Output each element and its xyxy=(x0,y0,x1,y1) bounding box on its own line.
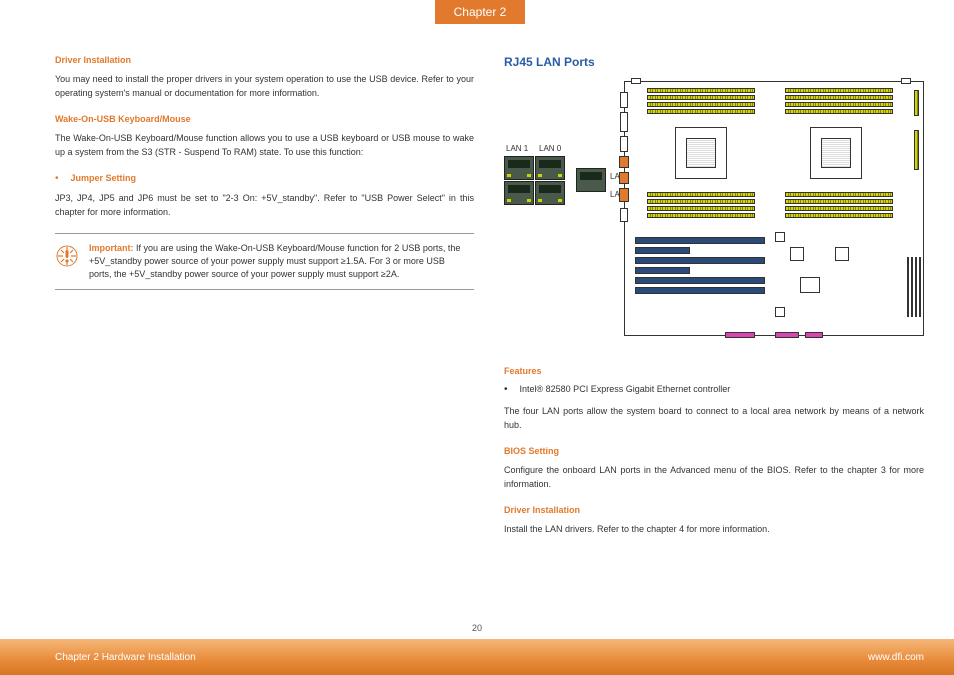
lan-port xyxy=(535,156,565,180)
para-jumper: JP3, JP4, JP5 and JP6 must be set to "2-… xyxy=(55,192,474,219)
bullet-feature: • Intel® 82580 PCI Express Gigabit Ether… xyxy=(504,384,924,395)
lan-label: LAN 1 xyxy=(506,144,528,153)
bullet-jumper-label: Jumper Setting xyxy=(71,173,137,183)
lan-port xyxy=(535,181,565,205)
footer-bar: Chapter 2 Hardware Installation www.dfi.… xyxy=(0,639,954,675)
para-driver-install: You may need to install the proper drive… xyxy=(55,73,474,100)
para-bios: Configure the onboard LAN ports in the A… xyxy=(504,464,924,491)
lan-port xyxy=(504,181,534,205)
page-content: Driver Installation You may need to inst… xyxy=(55,55,924,551)
lan-port xyxy=(504,156,534,180)
cpu-socket xyxy=(675,127,727,179)
heading-driver2: Driver Installation xyxy=(504,505,924,515)
lan-label: LAN 0 xyxy=(539,144,561,153)
motherboard-outline xyxy=(624,81,924,336)
heading-rj45: RJ45 LAN Ports xyxy=(504,55,924,69)
bullet-icon: • xyxy=(504,384,508,395)
bullet-icon: • xyxy=(55,173,59,184)
page-number: 20 xyxy=(0,623,954,633)
chapter-tab: Chapter 2 xyxy=(435,0,525,24)
motherboard-figure: LAN 1 LAN 0 LAN 3 LAN 2 LAN 1 LAN 0 LAN … xyxy=(504,81,924,346)
footer-right: www.dfi.com xyxy=(868,652,924,663)
para-wake-usb: The Wake-On-USB Keyboard/Mouse function … xyxy=(55,132,474,159)
important-text: If you are using the Wake-On-USB Keyboar… xyxy=(89,243,460,279)
lan-port-cluster xyxy=(504,156,565,206)
footer-left: Chapter 2 Hardware Installation xyxy=(55,652,196,663)
feature-text: Intel® 82580 PCI Express Gigabit Etherne… xyxy=(520,384,731,394)
important-body: Important: If you are using the Wake-On-… xyxy=(89,242,466,281)
lan-port-single xyxy=(576,168,606,192)
left-column: Driver Installation You may need to inst… xyxy=(55,55,474,551)
heading-wake-usb: Wake-On-USB Keyboard/Mouse xyxy=(55,114,474,124)
para-features: The four LAN ports allow the system boar… xyxy=(504,405,924,432)
heading-features: Features xyxy=(504,366,924,376)
cpu-socket xyxy=(810,127,862,179)
important-label: Important: xyxy=(89,243,134,253)
right-column: RJ45 LAN Ports LAN 1 LAN 0 LAN 3 LAN 2 L… xyxy=(504,55,924,551)
bullet-jumper: • Jumper Setting xyxy=(55,173,474,184)
heading-bios: BIOS Setting xyxy=(504,446,924,456)
important-box: Important: If you are using the Wake-On-… xyxy=(55,233,474,290)
warning-icon xyxy=(55,244,79,268)
heading-driver-install: Driver Installation xyxy=(55,55,474,65)
para-driver2: Install the LAN drivers. Refer to the ch… xyxy=(504,523,924,537)
